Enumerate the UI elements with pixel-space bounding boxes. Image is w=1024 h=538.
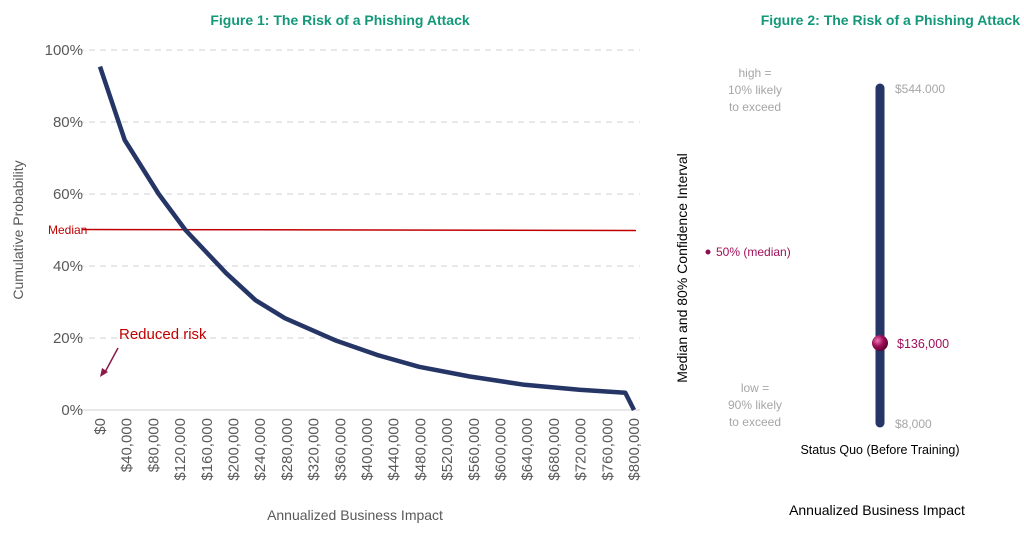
x-tick-label: $320,000 (306, 418, 323, 481)
median-marker (872, 335, 888, 351)
x-tick-label: $0 (92, 418, 109, 435)
figure-2-title: Figure 2: The Risk of a Phishing Attack (761, 12, 1021, 28)
x-tick-label: $80,000 (145, 418, 162, 472)
legend-low-line: 90% likely (728, 398, 782, 412)
x-tick-label: $720,000 (573, 418, 590, 481)
y-tick-label: 100% (45, 42, 83, 59)
x-tick-label: $480,000 (412, 418, 429, 481)
x-tick-label: $640,000 (519, 418, 536, 481)
reduced-risk-annotation: Reduced risk (119, 326, 207, 343)
reduced-risk-arrow (103, 347, 119, 375)
legend-low-line: low = (741, 381, 769, 395)
arrow-head-icon (100, 368, 108, 377)
x-tick-label: $680,000 (546, 418, 563, 481)
legend-low-line: to exceed (729, 415, 781, 429)
y-tick-label: 60% (53, 186, 83, 203)
category-label: Status Quo (Before Training) (800, 443, 959, 457)
x-tick-label: $240,000 (252, 418, 269, 481)
median-value-label: $136,000 (897, 337, 949, 351)
x-tick-label: $120,000 (172, 418, 189, 481)
y-tick-label: 40% (53, 258, 83, 275)
legend-high: high = 10% likely to exceed (728, 66, 782, 114)
series-line (97, 65, 637, 412)
x-axis-title: Annualized Business Impact (267, 507, 443, 523)
median-dot-icon (705, 249, 711, 255)
legend-median: 50% (median) (705, 245, 791, 259)
legend-high-line: 10% likely (728, 83, 782, 97)
legend-high-line: to exceed (729, 100, 781, 114)
low-value-label: $8,000 (895, 417, 932, 431)
x-tick-label: $440,000 (386, 418, 403, 481)
x-tick-label: $160,000 (199, 418, 216, 481)
x-tick-label: $520,000 (439, 418, 456, 481)
x-tick-label: $40,000 (119, 418, 136, 472)
x-tick-label: $200,000 (226, 418, 243, 481)
median-line (81, 228, 637, 232)
figure-2: Figure 2: The Risk of a Phishing Attack … (674, 12, 1020, 518)
figure-2-y-axis-title: Median and 80% Confidence Interval (674, 153, 690, 383)
figure-1: Figure 1: The Risk of a Phishing Attack … (10, 12, 643, 523)
y-tick-label: 0% (61, 402, 83, 419)
legend-median-label: 50% (median) (716, 245, 791, 259)
y-tick-label: 20% (53, 330, 83, 347)
y-axis-title: Cumulative Probability (10, 160, 26, 299)
figure-1-title: Figure 1: The Risk of a Phishing Attack (210, 12, 470, 28)
figure-2-x-axis-title: Annualized Business Impact (789, 502, 965, 518)
x-tick-label: $360,000 (332, 418, 349, 481)
high-value-label: $544.000 (895, 82, 945, 96)
y-tick-label: 80% (53, 114, 83, 131)
x-tick-label: $280,000 (279, 418, 296, 481)
median-label: Median (48, 223, 87, 237)
x-tick-label: $760,000 (599, 418, 616, 481)
legend-low: low = 90% likely to exceed (728, 381, 782, 429)
x-tick-label: $560,000 (466, 418, 483, 481)
x-tick-label: $600,000 (493, 418, 510, 481)
x-tick-label: $800,000 (626, 418, 643, 481)
x-tick-label: $400,000 (359, 418, 376, 481)
legend-high-line: high = (738, 66, 771, 80)
